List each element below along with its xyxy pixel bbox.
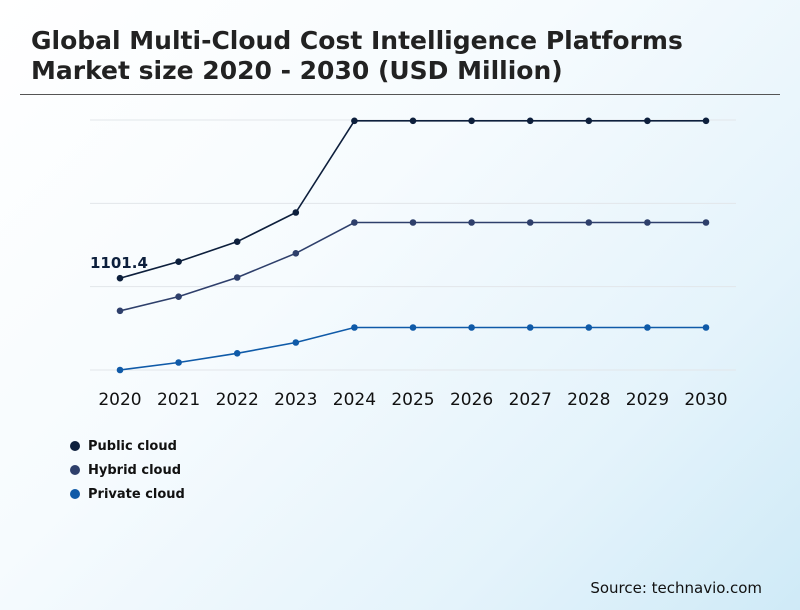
data-point-private-cloud-2027 [526, 324, 534, 331]
data-label-1101.4: 1101.4 [90, 254, 148, 272]
data-point-hybrid-cloud-2027 [526, 219, 534, 226]
annotations: 1101.4 [90, 254, 148, 272]
legend-item-public-cloud: Public cloud [70, 434, 185, 458]
data-point-public-cloud-2028 [585, 117, 593, 125]
x-tick-label-2022: 2022 [216, 390, 259, 410]
title-divider [20, 94, 780, 95]
data-point-private-cloud-2028 [585, 324, 593, 331]
data-point-public-cloud-2026 [468, 117, 475, 125]
chart-title: Global Multi-Cloud Cost Intelligence Pla… [31, 26, 683, 85]
data-point-public-cloud-2023 [292, 209, 300, 216]
data-point-private-cloud-2022 [233, 350, 241, 357]
x-tick-label-2030: 2030 [684, 390, 727, 410]
x-tick-label-2027: 2027 [509, 390, 552, 410]
x-tick-label-2026: 2026 [450, 390, 493, 410]
data-point-public-cloud-2022 [233, 238, 241, 245]
data-point-hybrid-cloud-2025 [409, 219, 417, 226]
data-point-private-cloud-2025 [409, 324, 417, 331]
legend-marker-private-cloud [70, 489, 80, 499]
legend-label-public-cloud: Public cloud [88, 438, 177, 454]
data-point-public-cloud-2021 [175, 258, 182, 265]
series-line-private-cloud [119, 326, 706, 371]
data-point-hybrid-cloud-2022 [233, 274, 241, 281]
legend-label-private-cloud: Private cloud [88, 486, 185, 502]
data-point-public-cloud-2024 [351, 117, 358, 125]
legend: Public cloud Hybrid cloud Private cloud [70, 434, 185, 506]
x-tick-label-2023: 2023 [274, 390, 317, 410]
source-credit: Source: technavio.com [590, 579, 762, 597]
data-point-hybrid-cloud-2029 [644, 219, 651, 226]
data-point-public-cloud-2025 [409, 117, 417, 125]
data-point-hybrid-cloud-2026 [468, 219, 475, 226]
data-points [116, 117, 710, 374]
data-point-private-cloud-2026 [468, 324, 475, 331]
legend-item-private-cloud: Private cloud [70, 482, 185, 506]
data-point-hybrid-cloud-2024 [351, 219, 358, 226]
series-line-hybrid-cloud [119, 221, 706, 312]
legend-label-hybrid-cloud: Hybrid cloud [88, 462, 182, 478]
data-point-private-cloud-2029 [644, 324, 651, 331]
data-point-private-cloud-2023 [292, 339, 300, 346]
gridlines [90, 119, 736, 371]
x-axis-labels: 2020 2021 2022 2023 2024 2025 2026 2027 2028 2029… [98, 390, 727, 410]
data-point-public-cloud-2029 [644, 117, 651, 125]
data-point-private-cloud-2024 [351, 324, 358, 331]
data-point-private-cloud-2021 [175, 359, 182, 366]
x-tick-label-2029: 2029 [626, 390, 669, 410]
data-point-hybrid-cloud-2021 [175, 293, 182, 300]
x-tick-label-2028: 2028 [567, 390, 610, 410]
line-chart: 2020 2021 2022 2023 2024 2025 2026 2027 2028 2029… [90, 117, 736, 410]
x-tick-label-2024: 2024 [333, 390, 376, 410]
data-point-private-cloud-2020 [116, 366, 124, 374]
legend-item-hybrid-cloud: Hybrid cloud [70, 458, 185, 482]
legend-marker-public-cloud [70, 441, 80, 451]
series-lines [119, 120, 706, 371]
data-point-public-cloud-2030 [702, 117, 710, 125]
data-point-hybrid-cloud-2023 [292, 250, 300, 257]
data-point-private-cloud-2030 [702, 324, 710, 331]
x-tick-label-2025: 2025 [391, 390, 434, 410]
data-point-hybrid-cloud-2028 [585, 219, 593, 226]
data-point-hybrid-cloud-2030 [702, 219, 710, 226]
data-point-hybrid-cloud-2020 [116, 307, 124, 315]
data-point-public-cloud-2027 [526, 117, 534, 125]
data-point-public-cloud-2020 [116, 274, 124, 282]
series-line-public-cloud [119, 120, 706, 279]
legend-marker-hybrid-cloud [70, 465, 80, 475]
x-tick-label-2021: 2021 [157, 390, 200, 410]
x-tick-label-2020: 2020 [98, 390, 141, 410]
